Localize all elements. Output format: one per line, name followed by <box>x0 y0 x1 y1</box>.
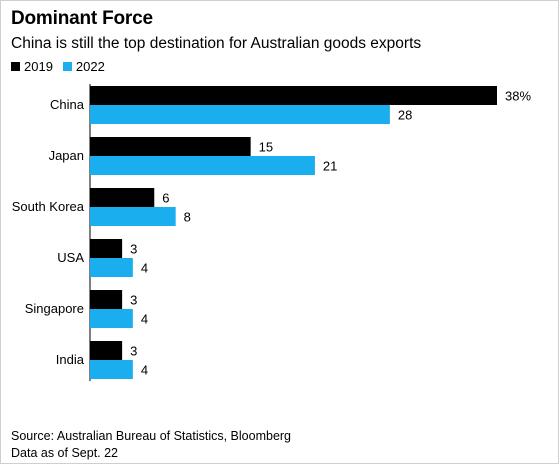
legend-swatch-2022 <box>62 62 72 71</box>
bar-south-korea-2022 <box>90 207 176 226</box>
bar-japan-2019 <box>90 137 251 156</box>
value-label-south-korea-2022: 8 <box>184 210 191 225</box>
bar-south-korea-2019 <box>90 188 155 207</box>
bar-usa-2019 <box>90 239 123 258</box>
value-label-japan-2022: 21 <box>323 159 337 174</box>
value-label-south-korea-2019: 6 <box>162 191 169 206</box>
bar-usa-2022 <box>90 258 133 277</box>
value-label-singapore-2022: 4 <box>141 312 148 327</box>
bar-india-2022 <box>90 360 133 379</box>
value-label-usa-2019: 3 <box>130 242 137 257</box>
category-label-japan: Japan <box>49 148 84 163</box>
category-label-singapore: Singapore <box>25 301 84 316</box>
bar-china-2022 <box>90 105 390 124</box>
bar-china-2019 <box>90 86 497 105</box>
source-note: Source: Australian Bureau of Statistics,… <box>11 428 291 462</box>
bar-singapore-2019 <box>90 290 123 309</box>
category-label-china: China <box>50 97 85 112</box>
value-label-india-2022: 4 <box>141 363 148 378</box>
value-label-india-2019: 3 <box>130 344 137 359</box>
bar-singapore-2022 <box>90 309 133 328</box>
data-date-text: Data as of Sept. 22 <box>11 446 119 460</box>
chart-subtitle: China is still the top destination for A… <box>11 35 422 52</box>
legend-item-2019: 2019 <box>11 59 53 74</box>
value-label-japan-2019: 15 <box>259 140 273 155</box>
category-label-india: India <box>56 352 85 367</box>
value-label-singapore-2019: 3 <box>130 293 137 308</box>
value-label-china-2022: 28 <box>398 108 412 123</box>
chart-title: Dominant Force <box>11 8 153 29</box>
value-label-usa-2022: 4 <box>141 261 148 276</box>
legend-swatch-2019 <box>11 62 20 71</box>
source-text: Source: Australian Bureau of Statistics,… <box>11 429 292 443</box>
category-label-south-korea: South Korea <box>12 199 85 214</box>
category-label-usa: USA <box>57 250 84 265</box>
legend-label-2019: 2019 <box>24 59 53 74</box>
bar-japan-2022 <box>90 156 315 175</box>
legend: 2019 2022 <box>11 59 115 74</box>
legend-item-2022: 2022 <box>62 59 105 74</box>
legend-label-2022: 2022 <box>75 59 105 74</box>
bar-india-2019 <box>90 341 123 360</box>
value-label-china-2019: 38% <box>505 89 531 104</box>
